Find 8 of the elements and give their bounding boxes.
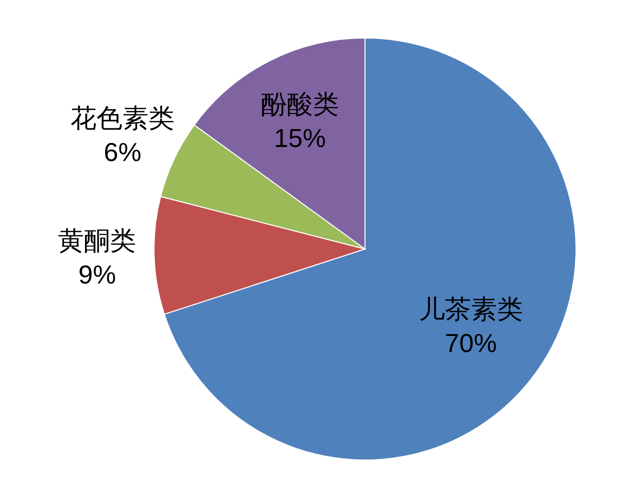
slice-label: 花色素类 <box>70 102 175 133</box>
data-label: 9% <box>78 259 116 290</box>
slice-label: 酚酸类 <box>260 89 339 120</box>
data-label: 15% <box>274 123 326 154</box>
data-label: 70% <box>444 328 497 358</box>
data-label: 6% <box>104 136 142 167</box>
slice-label: 儿茶素类 <box>418 294 523 324</box>
slice-label: 黄酮类 <box>58 225 136 256</box>
